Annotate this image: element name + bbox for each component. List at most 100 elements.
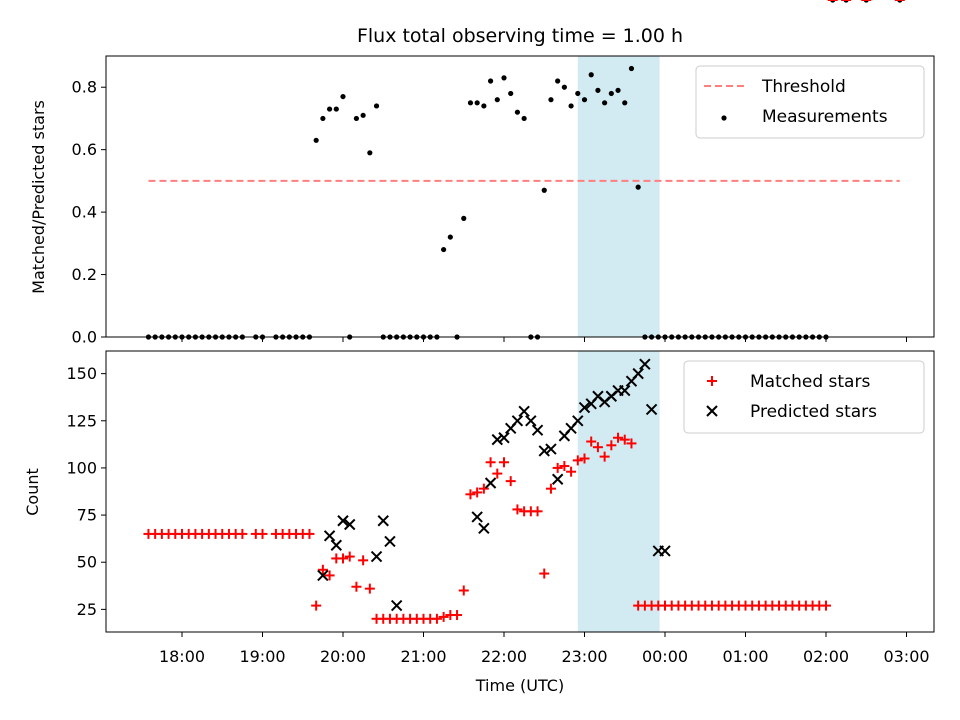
matched-star-point <box>572 455 583 466</box>
x-axis-label: Time (UTC) <box>475 676 564 695</box>
matched-star-point <box>338 553 348 564</box>
matched-star-point <box>485 457 496 468</box>
measurement-point <box>561 84 567 90</box>
predicted-star-point <box>390 599 403 612</box>
matched-star-point <box>545 483 556 494</box>
measurement-point <box>608 90 614 97</box>
matched-star-point <box>431 613 442 624</box>
x-tick-label: 20:00 <box>320 647 366 666</box>
predicted-star-point <box>498 432 510 444</box>
matched-star-point <box>344 551 355 562</box>
y-tick-label: 0.4 <box>72 203 97 222</box>
predicted-star-point <box>645 403 658 416</box>
legend-predicted-swatch <box>706 405 718 417</box>
measurement-point <box>615 87 621 93</box>
measurement-point <box>320 115 326 122</box>
predicted-star-point <box>317 569 329 582</box>
predicted-star-point <box>484 477 497 489</box>
measurement-point <box>501 75 507 81</box>
measurement-point <box>360 112 366 118</box>
matched-star-point <box>438 611 449 622</box>
legend-label: Predicted stars <box>750 402 877 422</box>
y-tick-label: 75 <box>77 506 97 525</box>
legend-label: Threshold <box>761 77 846 97</box>
measurement-point <box>313 137 319 143</box>
ratio-panel: 0.0 0.2 0.4 0.6 0.8 Threshold Measurements <box>72 0 935 347</box>
predicted-star-point <box>619 384 631 397</box>
legend-box <box>695 65 925 139</box>
legend-box <box>683 360 925 434</box>
matched-star-point <box>472 487 483 498</box>
y-tick-label: 150 <box>66 364 97 383</box>
predicted-star-point <box>384 535 396 548</box>
predicted-star-point <box>478 522 490 534</box>
predicted-star-point <box>525 415 537 427</box>
measurement-point <box>373 103 380 109</box>
predicted-star-point <box>518 405 530 418</box>
x-tick-label: 01:00 <box>722 647 768 666</box>
count-axis-label: Count <box>23 468 42 516</box>
measurement-point <box>622 100 628 106</box>
matched-star-point <box>592 442 603 453</box>
matched-star-point <box>532 506 543 517</box>
measurement-point <box>588 72 594 78</box>
predicted-star-point <box>572 415 584 427</box>
measurement-point <box>514 109 521 115</box>
matched-star-point <box>452 610 463 621</box>
x-tick-label: 23:00 <box>561 647 607 666</box>
matched-star-point <box>304 528 315 539</box>
matched-star-point <box>552 462 563 473</box>
highlight-span <box>577 56 660 337</box>
measurement-point <box>541 187 547 193</box>
matched-star-point <box>566 466 577 477</box>
legend: Matched stars Predicted stars <box>683 360 925 434</box>
measurement-point <box>602 100 608 106</box>
predicted-star-point <box>323 530 336 542</box>
matched-star-point <box>492 468 503 479</box>
measurement-point <box>367 150 373 156</box>
y-tick-label: 0.0 <box>72 328 97 347</box>
plot-frame <box>105 55 935 338</box>
measurement-point <box>353 115 360 122</box>
legend-matched-swatch <box>707 376 717 386</box>
measurement-point <box>548 97 554 103</box>
matched-star-point <box>586 436 597 447</box>
legend: Threshold Measurements <box>695 65 925 139</box>
y-tick-label: 100 <box>66 458 97 477</box>
matched-star-point <box>465 489 476 500</box>
plot-frame <box>105 350 935 633</box>
predicted-star-point <box>511 415 524 427</box>
x-tick-label: 19:00 <box>239 647 285 666</box>
measurement-point <box>461 215 467 221</box>
x-tick-label: 18:00 <box>159 647 205 666</box>
matched-star-point <box>613 432 624 443</box>
chart-title: Flux total observing time = 1.00 h <box>357 25 683 47</box>
matched-star-point <box>821 600 831 611</box>
measurement-point <box>340 93 346 100</box>
measurement-point <box>467 100 474 106</box>
predicted-star-point <box>471 511 483 523</box>
measurement-point <box>555 78 561 84</box>
predicted-star-point <box>531 424 544 436</box>
legend-label: Matched stars <box>750 372 870 392</box>
y-tick-label: 50 <box>77 553 97 572</box>
y-tick-label: 125 <box>66 411 97 430</box>
y-tick-label: 0.8 <box>72 78 97 97</box>
matched-star-point <box>257 528 268 539</box>
measurement-point <box>595 87 601 93</box>
predicted-star-point <box>491 433 503 446</box>
matched-star-point <box>512 504 523 515</box>
measurement-point <box>581 97 588 103</box>
matched-star-point <box>559 461 570 472</box>
matched-star-point <box>499 457 509 468</box>
count-panel: 25 50 75 100 125 150 18:00 19:00 20:00 21:00 22:00… <box>66 0 935 666</box>
highlight-span <box>577 351 660 632</box>
legend-measurement-swatch <box>721 115 727 121</box>
x-tick-label: 02:00 <box>803 647 849 666</box>
matched-star-point <box>579 453 590 464</box>
predicted-star-point <box>330 539 342 551</box>
predicted-star-point <box>377 515 389 527</box>
matched-star-point <box>237 528 248 539</box>
matched-star-point <box>599 451 610 462</box>
